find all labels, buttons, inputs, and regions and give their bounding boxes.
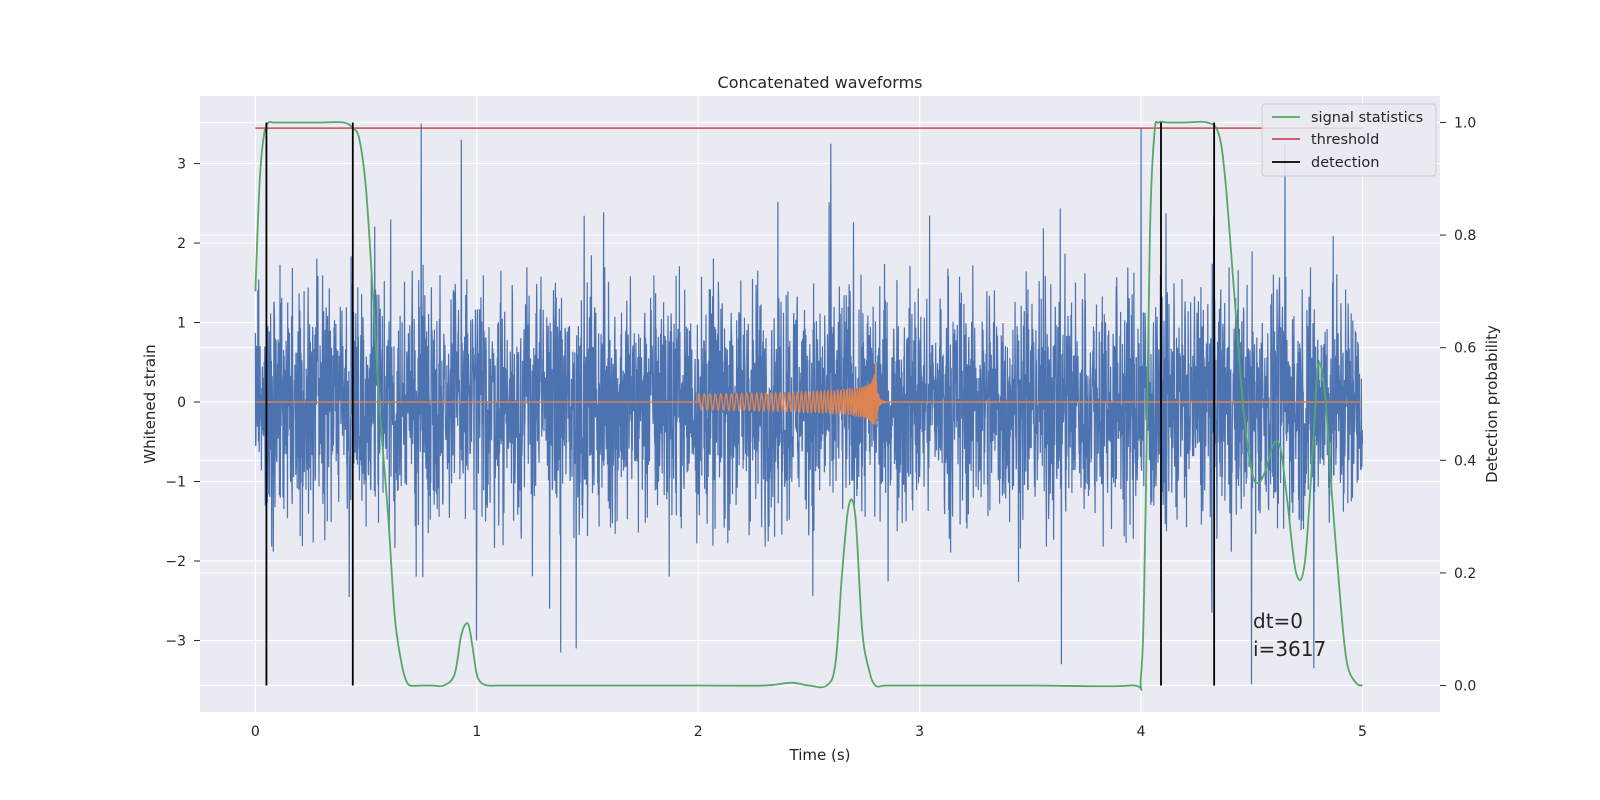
y-tick-label: 2	[177, 236, 186, 252]
template-line	[255, 362, 1363, 425]
legend-label-detection: detection	[1311, 155, 1379, 171]
y2-tick-label: 0.6	[1454, 341, 1476, 357]
legend-label-threshold: threshold	[1311, 132, 1379, 148]
legend-label-statistics: signal statistics	[1311, 110, 1423, 126]
x-tick-label: 0	[251, 724, 260, 740]
statistics-series	[254, 120, 1363, 691]
y2-ticks: 1.0 0.8 0.6 0.4 0.2 0.0	[1440, 115, 1476, 695]
y2-tick-label: 1.0	[1454, 115, 1476, 131]
legend-box	[1261, 103, 1437, 177]
annotation-index: i=3617	[1253, 637, 1326, 661]
x-tick-label: 5	[1358, 724, 1367, 740]
y-tick-label: 0	[177, 395, 186, 411]
y2-tick-label: 0.8	[1454, 228, 1476, 244]
x-tick-label: 2	[694, 724, 703, 740]
strain-line	[254, 123, 1364, 685]
y-tick-label: −3	[165, 633, 186, 649]
y-tick-label: −1	[165, 474, 186, 490]
y-axis-label: Whitened strain	[141, 344, 159, 463]
annotation-dt: dt=0	[1253, 609, 1303, 633]
x-axis-label: Time (s)	[789, 746, 851, 764]
y-tick-label: 1	[177, 316, 186, 332]
x-ticks: 0 1 2 3 4 5	[251, 724, 1367, 740]
template-series	[255, 362, 1363, 425]
strain-series	[254, 123, 1364, 685]
x-tick-label: 1	[472, 724, 481, 740]
x-tick-label: 4	[1137, 724, 1146, 740]
y2-tick-label: 0.0	[1454, 679, 1476, 695]
y2-tick-label: 0.4	[1454, 453, 1476, 469]
y2-tick-label: 0.2	[1454, 566, 1476, 582]
y-tick-label: −2	[165, 554, 186, 570]
y2-axis-label: Detection probability	[1483, 325, 1501, 483]
x-tick-label: 3	[915, 724, 924, 740]
chart-title: Concatenated waveforms	[718, 73, 923, 92]
statistics-line	[254, 120, 1363, 691]
y-ticks: 3 2 1 0 −1 −2 −3	[165, 157, 200, 649]
legend: signal statistics threshold detection	[1261, 103, 1437, 177]
detection-series	[265, 122, 1216, 686]
y-tick-label: 3	[177, 157, 186, 173]
